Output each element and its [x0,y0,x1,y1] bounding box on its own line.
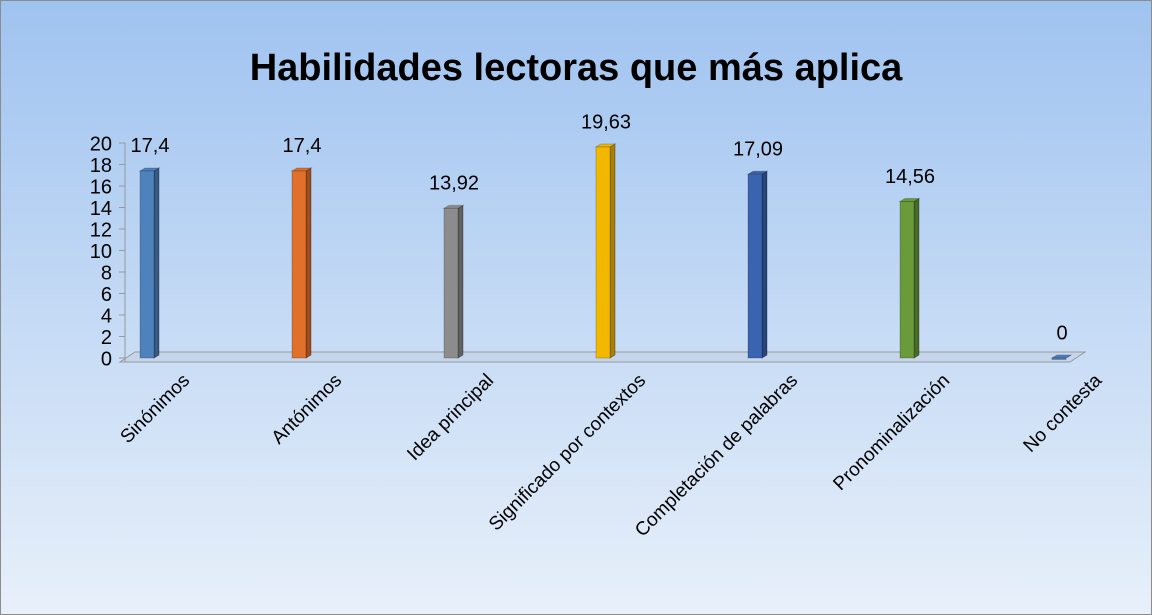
value-label: 17,09 [733,139,783,161]
y-tick-label: 18 [90,155,112,177]
value-label: 19,63 [581,111,631,133]
bar [747,173,763,359]
y-tick-label: 20 [90,133,112,155]
chart-title: Habilidades lectoras que más aplica [250,47,903,89]
bar [139,170,155,359]
bar-side-shade [306,167,311,358]
value-label: 17,4 [283,135,322,157]
bar [291,170,307,359]
y-tick-label: 0 [101,348,112,370]
bar-side-shade [914,198,919,358]
y-tick-label: 10 [90,241,112,263]
bar-side-shade [154,167,159,358]
bar [899,200,915,359]
y-tick-label: 4 [101,305,112,327]
bar-side-shade [610,143,615,358]
bar [595,146,611,359]
value-label: 14,56 [885,166,935,188]
value-label: 13,92 [429,173,479,195]
value-label: 0 [1056,322,1067,344]
y-tick-label: 6 [101,284,112,306]
bar-side-shade [762,171,767,358]
y-tick-label: 14 [90,198,112,220]
bar-side-shade [458,205,463,358]
bar [1051,357,1067,360]
bar [443,207,459,359]
y-tick-label: 2 [101,327,112,349]
y-tick-label: 16 [90,176,112,198]
value-label: 17,4 [131,135,170,157]
y-tick-label: 8 [101,262,112,284]
y-tick-label: 12 [90,219,112,241]
